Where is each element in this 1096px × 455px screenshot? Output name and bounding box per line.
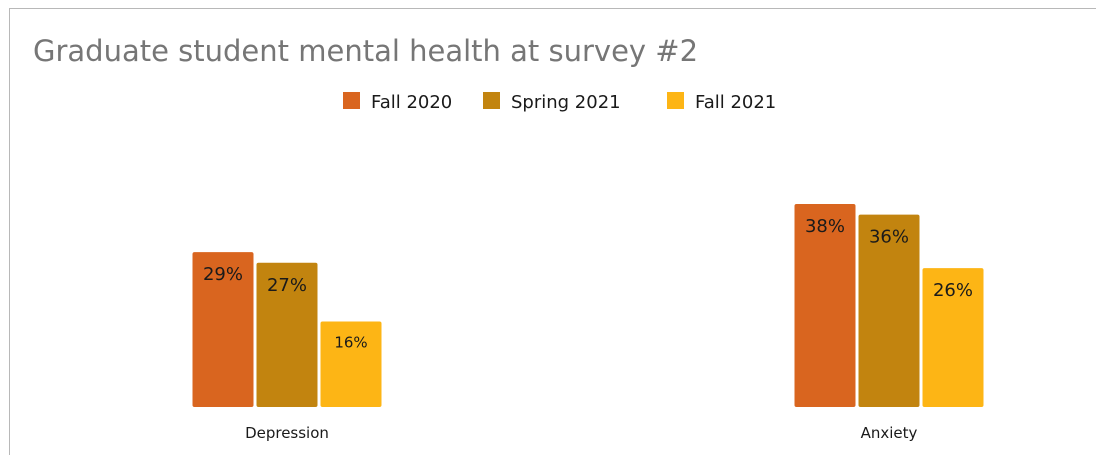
- bar-anxiety-spring-2021: [858, 214, 920, 407]
- bars: 29% 27% 16% 38% 36% 26%: [192, 204, 984, 407]
- data-label-anxiety-fall-2021: 26%: [933, 280, 973, 301]
- data-label-anxiety-fall-2020: 38%: [805, 216, 845, 237]
- category-label-anxiety: Anxiety: [861, 424, 918, 442]
- bar-depression-fall-2021: [320, 321, 382, 407]
- legend-swatch-fall-2021: [667, 92, 684, 109]
- legend-swatch-spring-2021: [483, 92, 500, 109]
- data-label-anxiety-spring-2021: 36%: [869, 227, 909, 248]
- bar-anxiety-fall-2020: [794, 204, 856, 407]
- legend-label-fall-2021: Fall 2021: [695, 92, 776, 113]
- data-label-depression-spring-2021: 27%: [267, 275, 307, 296]
- data-label-depression-fall-2021: 16%: [334, 334, 367, 352]
- bar-anxiety-fall-2021: [922, 268, 984, 407]
- legend: Fall 2020 Spring 2021 Fall 2021: [343, 92, 776, 113]
- category-labels: Depression Anxiety: [245, 424, 917, 442]
- category-label-depression: Depression: [245, 424, 329, 442]
- legend-label-spring-2021: Spring 2021: [511, 92, 621, 113]
- chart-frame: [9, 8, 1096, 455]
- bar-depression-spring-2021: [256, 262, 318, 407]
- chart-title: Graduate student mental health at survey…: [33, 34, 699, 68]
- bar-depression-fall-2020: [192, 252, 254, 407]
- legend-swatch-fall-2020: [343, 92, 360, 109]
- data-label-depression-fall-2020: 29%: [203, 264, 243, 285]
- legend-label-fall-2020: Fall 2020: [371, 92, 452, 113]
